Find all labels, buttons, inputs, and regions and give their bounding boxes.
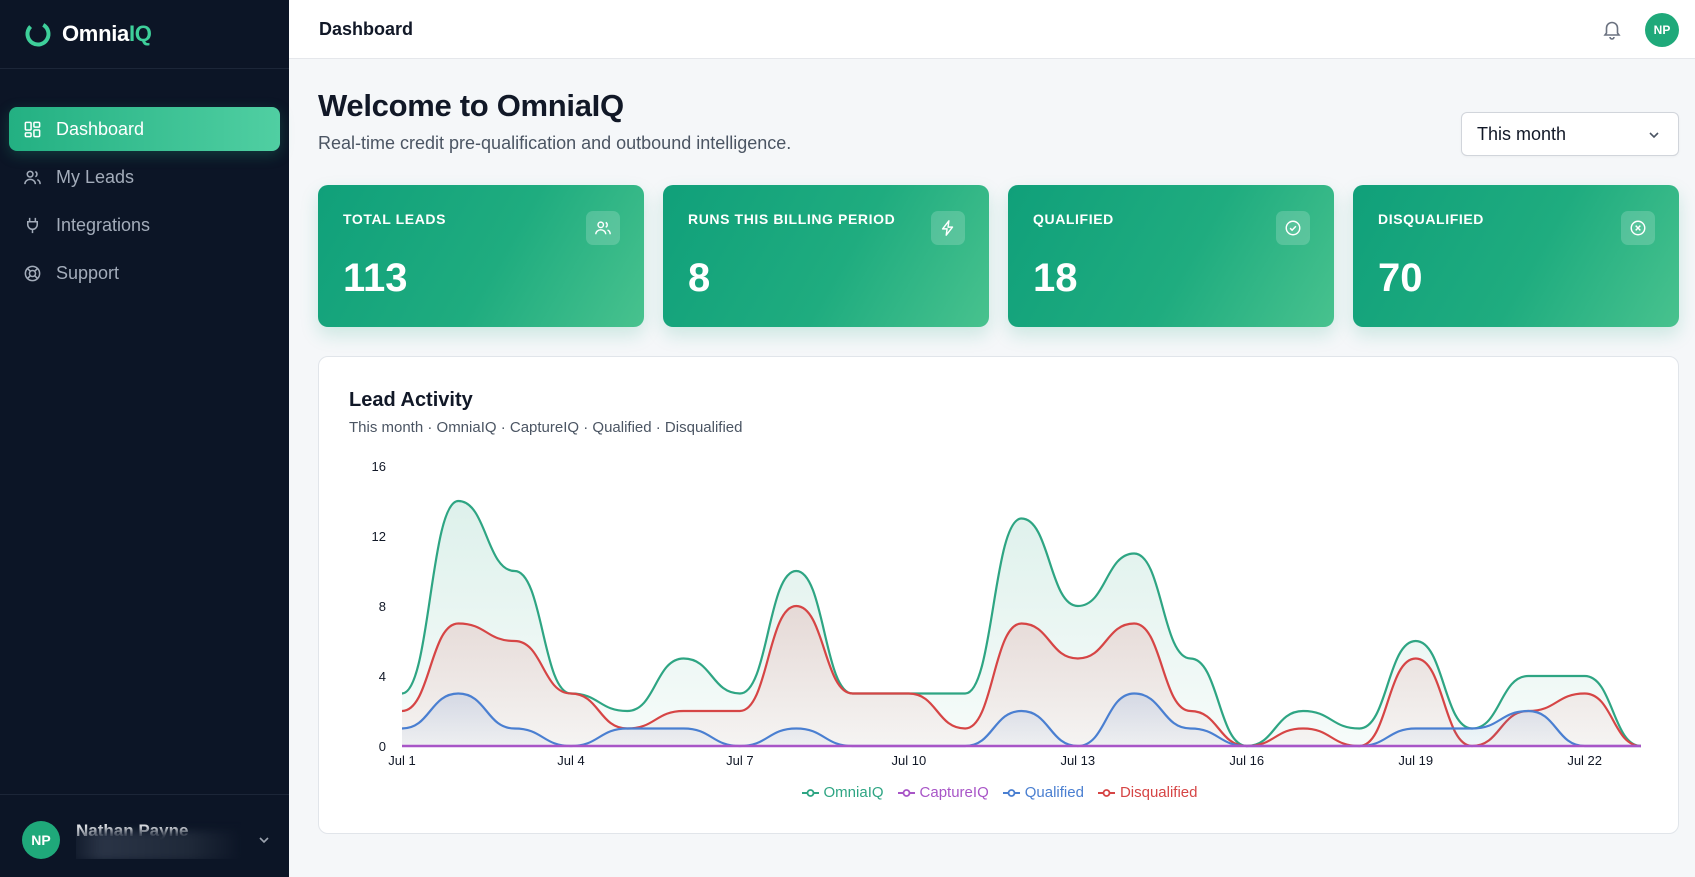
sidebar-item-label: Support — [56, 262, 120, 283]
sidebar-item-label: My Leads — [56, 166, 135, 187]
sidebar-item-my-leads[interactable]: My Leads — [9, 155, 280, 199]
y-tick-label: 16 — [372, 459, 386, 474]
stats-row: TOTAL LEADS 113 RUNS THIS BILLING PERIOD… — [318, 185, 1679, 327]
series-line-qualified — [401, 692, 1641, 748]
x-tick-label: Jul 4 — [557, 753, 584, 768]
legend-label: CaptureIQ — [919, 784, 989, 801]
sidebar-item-integrations[interactable]: Integrations — [9, 203, 280, 247]
stat-value: 70 — [1378, 256, 1423, 300]
sidebar-item-dashboard[interactable]: Dashboard — [9, 107, 280, 151]
lead-activity-card: Lead Activity This month · OmniaIQ · Cap… — [318, 356, 1679, 834]
chart-title: Lead Activity — [349, 389, 473, 411]
avatar[interactable]: NP — [1645, 13, 1679, 47]
stat-label: RUNS THIS BILLING PERIOD — [688, 211, 896, 227]
legend-label: OmniaIQ — [823, 784, 884, 801]
x-tick-label: Jul 16 — [1229, 753, 1264, 768]
y-tick-label: 0 — [379, 739, 386, 754]
chevron-down-icon[interactable] — [256, 832, 272, 848]
user-menu[interactable]: NP Nathan Payne — [22, 820, 272, 860]
welcome-heading: Welcome to OmniaIQ — [318, 88, 624, 123]
legend-marker-icon — [1002, 788, 1020, 797]
x-tick-label: Jul 19 — [1398, 753, 1433, 768]
stat-label: TOTAL LEADS — [343, 211, 447, 227]
x-circle-icon — [1621, 211, 1655, 245]
legend-item-omniaiq[interactable]: OmniaIQ — [801, 784, 884, 801]
brand-name-main: Omnia — [62, 21, 129, 46]
legend-item-qualified[interactable]: Qualified — [1002, 784, 1084, 801]
topbar: Dashboard NP — [289, 0, 1695, 59]
legend-label: Disqualified — [1119, 784, 1198, 801]
page-title: Dashboard — [319, 19, 414, 39]
x-tick-label: Jul 13 — [1060, 753, 1095, 768]
sidebar-item-label: Dashboard — [56, 118, 145, 139]
stat-card-qualified: QUALIFIED 18 — [1008, 185, 1334, 327]
stat-card-disqualified: DISQUALIFIED 70 — [1353, 185, 1679, 327]
brand-name: OmniaIQ — [62, 21, 152, 47]
users-icon — [24, 170, 41, 184]
x-tick-label: Jul 10 — [892, 753, 927, 768]
legend-item-captureiq[interactable]: CaptureIQ — [897, 784, 989, 801]
legend-marker-icon — [1097, 788, 1115, 797]
chevron-down-icon — [1649, 132, 1659, 139]
plug-icon — [26, 217, 39, 233]
brand-logo[interactable]: OmniaIQ — [24, 19, 152, 49]
sidebar-nav: Dashboard My Leads Integrations Support — [9, 107, 280, 299]
user-name-wrap: Nathan Payne — [76, 821, 241, 859]
sidebar: OmniaIQ Dashboard My Leads Integrations — [0, 0, 289, 877]
stat-card-total-leads: TOTAL LEADS 113 — [318, 185, 644, 327]
stat-card-runs: RUNS THIS BILLING PERIOD 8 — [663, 185, 989, 327]
x-tick-label: Jul 7 — [726, 753, 753, 768]
series-area-qualified — [402, 693, 1641, 746]
legend-label: Qualified — [1024, 784, 1084, 801]
stat-value: 8 — [688, 256, 711, 300]
dashboard-icon — [24, 121, 41, 137]
lightning-icon — [931, 211, 965, 245]
legend-item-disqualified[interactable]: Disqualified — [1097, 784, 1198, 801]
period-select[interactable]: This month — [1461, 112, 1679, 156]
sidebar-divider — [0, 68, 289, 69]
sidebar-item-support[interactable]: Support — [9, 251, 280, 295]
stat-value: 18 — [1033, 256, 1078, 300]
x-tick-label: Jul 22 — [1567, 753, 1602, 768]
avatar: NP — [22, 821, 60, 859]
chart-subtitle: This month · OmniaIQ · CaptureIQ · Quali… — [349, 419, 743, 436]
y-tick-label: 8 — [379, 599, 386, 614]
y-tick-label: 12 — [372, 529, 386, 544]
user-email-redacted — [76, 831, 241, 859]
lifebuoy-icon — [24, 265, 41, 281]
brand-name-accent: IQ — [128, 21, 152, 46]
sidebar-bottom-divider — [0, 794, 289, 795]
omniaiq-logo-icon — [25, 21, 51, 47]
chart-legend: OmniaIQ CaptureIQ Qualified Disqualified — [319, 784, 1680, 801]
stat-label: DISQUALIFIED — [1378, 211, 1484, 227]
lead-activity-chart[interactable]: 0 4 8 12 16 Jul 1 Jul 4 Jul 7 Jul 10 Jul 13 Jul 16… — [319, 357, 1680, 835]
sidebar-item-label: Integrations — [56, 214, 151, 235]
legend-marker-icon — [897, 788, 915, 797]
welcome-subtitle: Real-time credit pre-qualification and o… — [318, 133, 792, 153]
stat-value: 113 — [343, 256, 408, 300]
legend-marker-icon — [801, 788, 819, 797]
period-select-value: This month — [1477, 123, 1567, 144]
series-line-disqualified — [401, 604, 1642, 748]
x-tick-label: Jul 1 — [388, 753, 415, 768]
users-icon — [586, 211, 620, 245]
y-tick-label: 4 — [379, 669, 386, 684]
bell-icon[interactable] — [1601, 18, 1623, 40]
check-circle-icon — [1276, 211, 1310, 245]
stat-label: QUALIFIED — [1033, 211, 1114, 227]
